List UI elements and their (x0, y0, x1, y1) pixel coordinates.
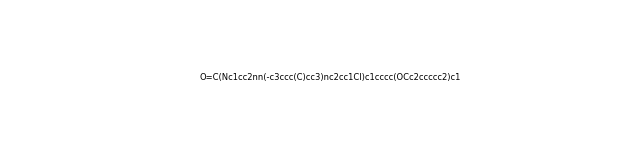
Text: O=C(Nc1cc2nn(-c3ccc(C)cc3)nc2cc1Cl)c1cccc(OCc2ccccc2)c1: O=C(Nc1cc2nn(-c3ccc(C)cc3)nc2cc1Cl)c1ccc… (200, 73, 460, 82)
